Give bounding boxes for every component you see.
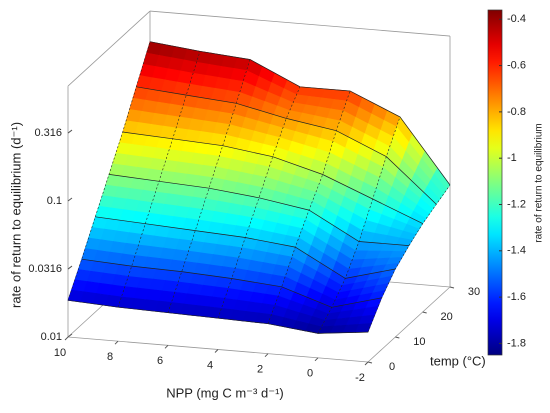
z-tick — [67, 333, 73, 338]
surface-grid — [67, 41, 451, 334]
surface-col-line — [367, 184, 451, 333]
surface-col-line — [317, 116, 401, 334]
z-tick-label: 0.0316 — [28, 263, 62, 275]
colorbar-tick-label: -1.6 — [507, 291, 526, 303]
x-tick — [364, 361, 369, 366]
box-edge — [67, 10, 151, 87]
x-tick — [264, 353, 269, 358]
surface-col-line — [117, 51, 201, 308]
z-tick — [67, 265, 73, 270]
x-tick-label: 8 — [107, 351, 113, 363]
colorbar-label: rate of return to equilibrium — [534, 123, 545, 243]
x-tick — [164, 344, 169, 349]
colorbar-tick-label: -1 — [507, 152, 517, 164]
z-tick — [67, 129, 73, 134]
z-tick-label: 0.316 — [34, 127, 62, 139]
surface-col-line — [167, 59, 251, 313]
box-edge — [149, 10, 451, 37]
box-edge — [367, 286, 451, 363]
y-tick — [395, 336, 400, 339]
z-axis-label: rate of return to equilibrium (d⁻¹) — [8, 122, 23, 308]
x-tick-label: 10 — [54, 347, 66, 359]
z-tick — [67, 197, 73, 202]
x-tick-label: 0 — [307, 368, 313, 380]
x-tick-label: 2 — [257, 364, 263, 376]
y-tick — [422, 311, 427, 314]
y-tick-label: 10 — [413, 336, 425, 348]
x-tick — [214, 349, 219, 353]
colorbar-tick-label: -1.8 — [507, 337, 526, 349]
surface-col-line — [67, 41, 151, 301]
colorbar — [487, 9, 503, 356]
y-tick-label: 20 — [441, 311, 453, 323]
y-tick — [449, 286, 455, 289]
y-axis-label: temp (°C) — [430, 353, 486, 368]
colorbar-tick-label: -0.8 — [507, 106, 526, 118]
z-tick-label: 0.01 — [41, 331, 62, 343]
x-tick — [314, 357, 319, 362]
surface — [67, 41, 451, 334]
colorbar-tick-label: -0.6 — [507, 59, 526, 71]
x-axis-label: NPP (mg C m⁻³ d⁻¹) — [166, 385, 284, 400]
z-tick-label: 0.1 — [47, 195, 62, 207]
colorbar-tick-label: -1.4 — [507, 245, 526, 257]
colorbar-tick-label: -1.2 — [507, 198, 526, 210]
x-tick-label: 6 — [157, 355, 163, 367]
y-tick — [367, 361, 373, 364]
y-tick-label: 30 — [468, 286, 480, 298]
x-tick — [114, 340, 119, 345]
surface-col-line — [217, 86, 301, 319]
y-tick-label: 0 — [389, 361, 395, 373]
x-tick-label: -2 — [355, 372, 365, 384]
x-tick-label: 4 — [207, 359, 213, 371]
x-tick — [64, 336, 69, 341]
colorbar-tick-label: -0.4 — [507, 13, 526, 25]
surface-col-line — [267, 90, 351, 324]
